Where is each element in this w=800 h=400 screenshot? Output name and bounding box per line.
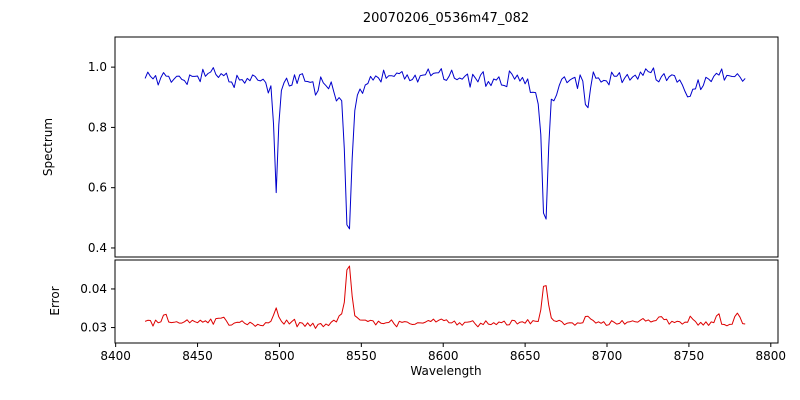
x-tick-label: 8800 (756, 349, 787, 363)
x-tick-label: 8700 (592, 349, 623, 363)
x-tick-label: 8750 (674, 349, 705, 363)
y-tick-label: 0.6 (88, 181, 107, 195)
y-tick-label: 0.4 (88, 241, 107, 255)
y-tick-label: 0.03 (80, 321, 107, 335)
x-tick-label: 8650 (510, 349, 541, 363)
x-tick-label: 8400 (100, 349, 131, 363)
chart-title: 20070206_0536m47_082 (362, 11, 530, 26)
x-tick-label: 8500 (264, 349, 295, 363)
y-tick-label: 1.0 (88, 60, 107, 74)
panel-border (114, 36, 779, 258)
x-axis-label: Wavelength (410, 364, 482, 378)
error-line (144, 265, 746, 329)
y-tick-label: 0.8 (88, 120, 107, 134)
spectrum-line (144, 67, 746, 230)
y-tick-label: 0.04 (80, 282, 107, 296)
x-tick-label: 8600 (428, 349, 459, 363)
x-tick-label: 8550 (346, 349, 377, 363)
x-tick-label: 8450 (182, 349, 213, 363)
panel-border (114, 259, 779, 344)
